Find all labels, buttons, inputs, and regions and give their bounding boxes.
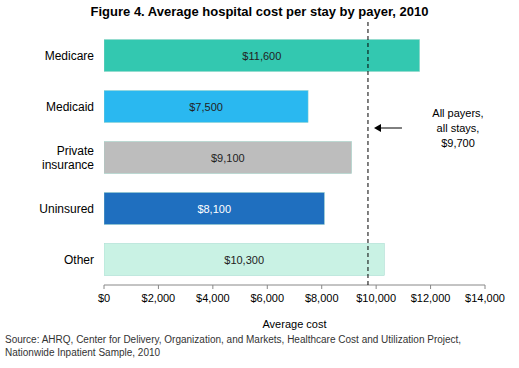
bar	[104, 243, 384, 275]
x-tick	[267, 285, 268, 289]
annotation-text: $9,700	[441, 137, 475, 149]
bar	[104, 192, 324, 224]
title: Figure 4. Average hospital cost per stay…	[91, 4, 429, 19]
x-axis-line	[104, 285, 485, 286]
category-label-line: insurance	[42, 158, 94, 172]
source-line: Nationwide Inpatient Sample, 2010	[5, 347, 161, 358]
x-tick-label: $6,000	[250, 292, 284, 304]
x-tick	[430, 285, 431, 289]
x-tick-label: $14,000	[465, 292, 505, 304]
x-tick-label: $0	[98, 292, 110, 304]
category-label-line: Uninsured	[39, 202, 94, 216]
category-label: Uninsured	[39, 202, 94, 216]
category-label-line: Other	[64, 253, 94, 267]
category-label: Privateinsurance	[42, 144, 94, 172]
bar	[104, 141, 352, 173]
bar	[104, 39, 420, 71]
x-tick-label: $4,000	[196, 292, 230, 304]
bar	[104, 90, 308, 122]
data-label: $10,300	[224, 254, 264, 266]
data-label: $9,100	[211, 152, 245, 164]
source-line: Source: AHRQ, Center for Delivery, Organ…	[5, 334, 461, 345]
data-label: $7,500	[189, 101, 223, 113]
x-tick-label: $10,000	[356, 292, 396, 304]
data-label: $8,100	[197, 203, 231, 215]
category-label-line: Medicaid	[46, 100, 94, 114]
x-tick	[376, 285, 377, 289]
category-label: Other	[64, 253, 94, 267]
x-tick-label: $8,000	[305, 292, 339, 304]
x-tick	[104, 285, 105, 289]
category-label: Medicaid	[46, 100, 94, 114]
annotation-text: all stays,	[437, 122, 480, 134]
source: Source: AHRQ, Center for Delivery, Organ…	[5, 334, 461, 358]
category-label-line: Private	[57, 144, 95, 158]
bars	[104, 39, 420, 275]
annotation-arrowhead	[374, 124, 381, 132]
data-label: $11,600	[242, 50, 281, 62]
x-tick	[158, 285, 159, 289]
reference-line	[367, 22, 368, 285]
x-tick	[321, 285, 322, 289]
chart: Figure 4. Average hospital cost per stay…	[0, 0, 519, 368]
annotation-text: All payers,	[432, 107, 483, 119]
x-axis-title: Average cost	[262, 318, 326, 330]
category-label-line: Medicare	[45, 49, 95, 63]
x-tick	[212, 285, 213, 289]
category-label: Medicare	[45, 49, 95, 63]
x-tick-label: $12,000	[411, 292, 451, 304]
x-tick-label: $2,000	[142, 292, 176, 304]
x-tick	[485, 285, 486, 289]
